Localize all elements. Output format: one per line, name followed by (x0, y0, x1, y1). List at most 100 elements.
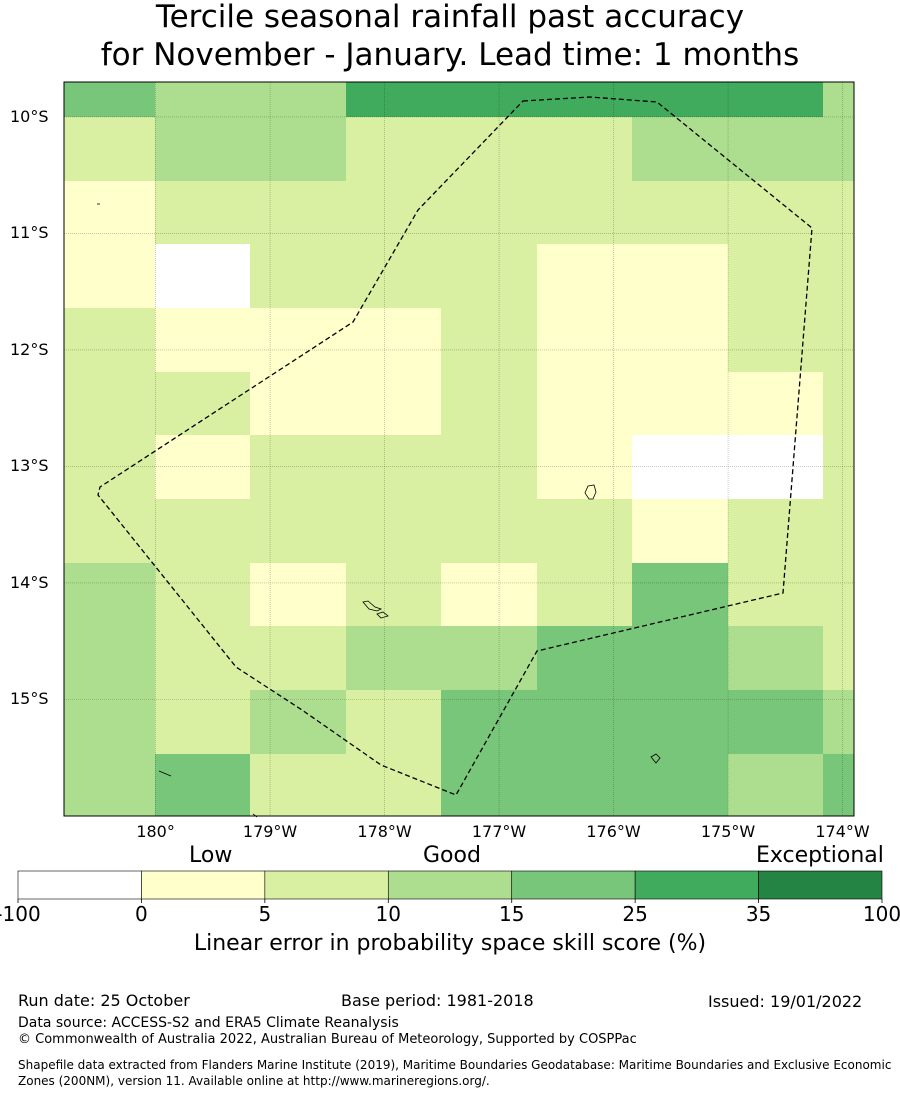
skill-cell (250, 626, 346, 690)
colorbar-bin (387, 870, 513, 900)
skill-cell (728, 117, 823, 181)
run-date: Run date: 25 October (18, 991, 190, 1010)
legend-word-low: Low (189, 843, 233, 868)
skill-cell (441, 563, 537, 626)
skill-cell (346, 626, 441, 690)
skill-cell (155, 308, 250, 372)
skill-cell (250, 82, 346, 117)
eez-boundary (97, 96, 813, 796)
skill-cell (728, 308, 823, 372)
skill-cell (155, 499, 250, 563)
skill-cell (537, 308, 632, 372)
chart-title-line-2: for November - January. Lead time: 1 mon… (100, 37, 800, 73)
skill-cell (346, 181, 441, 244)
longitude-tick-label: 176°W (586, 822, 641, 841)
colorbar-tick-label: 5 (258, 902, 272, 926)
skill-cell (632, 117, 728, 181)
skill-cell (155, 754, 250, 816)
skill-cell (632, 754, 728, 816)
skill-cell (728, 181, 823, 244)
skill-cell (728, 82, 823, 117)
colorbar-bin (141, 870, 266, 900)
skill-cell (632, 244, 728, 308)
skill-cell (346, 563, 441, 626)
skill-cell (537, 372, 632, 435)
skill-cell (64, 435, 155, 499)
skill-cell (823, 499, 854, 563)
skill-cell (632, 82, 728, 117)
skill-cell (632, 626, 728, 690)
skill-cell (823, 690, 854, 754)
longitude-tick-label: 179°W (242, 822, 298, 841)
skill-cell (537, 754, 632, 816)
skill-cell (823, 82, 854, 117)
island-outline (376, 611, 389, 619)
skill-cell (346, 82, 441, 117)
skill-cell (441, 435, 537, 499)
skill-cell (441, 82, 537, 117)
skill-cell (823, 626, 854, 690)
skill-cell (155, 244, 250, 308)
legend-word-exceptional: Exceptional (756, 843, 884, 868)
skill-cell (346, 435, 441, 499)
skill-cell (823, 435, 854, 499)
latitude-tick-label: 14°S (10, 572, 49, 592)
colorbar-tick-label: 35 (745, 902, 772, 926)
skill-cell (441, 181, 537, 244)
skill-cell (632, 372, 728, 435)
latitude-tick-label: 12°S (10, 339, 49, 359)
island-outline (362, 600, 383, 612)
skill-cell (346, 499, 441, 563)
skill-cell (64, 181, 155, 244)
skill-cell (728, 499, 823, 563)
skill-cell (728, 435, 823, 499)
longitude-tick-label: 174°W (815, 822, 870, 841)
longitude-tick-label: 180° (136, 822, 175, 841)
skill-cell (632, 308, 728, 372)
skill-cell (155, 435, 250, 499)
colorbar-bin (511, 870, 636, 900)
skill-cell (537, 181, 632, 244)
colorbar-tick-label: 10 (375, 902, 401, 926)
skill-cell (250, 435, 346, 499)
skill-cell (64, 626, 155, 690)
skill-cell (823, 308, 854, 372)
skill-cell (823, 117, 854, 181)
colorbar-bin (264, 870, 389, 900)
skill-cell (537, 82, 632, 117)
longitude-tick-label: 178°W (357, 822, 412, 841)
issued-date: Issued: 19/01/2022 (708, 992, 863, 1011)
skill-cell (346, 117, 441, 181)
colorbar-bin (17, 870, 142, 900)
skill-cell (346, 754, 441, 816)
skill-cell (250, 308, 346, 372)
skill-cell (155, 372, 250, 435)
skill-cell (155, 626, 250, 690)
latitude-tick-label: 10°S (10, 106, 49, 126)
longitude-tick-label: 177°W (471, 822, 527, 841)
skill-cell (64, 499, 155, 563)
skill-cell (441, 690, 537, 754)
skill-cell (441, 499, 537, 563)
skill-cell (537, 435, 632, 499)
colorbar-tick-label: 100 (862, 902, 900, 926)
latitude-tick-label: 15°S (10, 689, 49, 709)
colorbar-tick-label: 15 (498, 902, 525, 926)
colorbar-tick-label: 0 (135, 902, 148, 926)
latitude-tick-label: 11°S (10, 223, 49, 243)
skill-cell (64, 690, 155, 754)
skill-cell (728, 754, 823, 816)
skill-cell (823, 372, 854, 435)
skill-cell (632, 690, 728, 754)
skill-cell (155, 181, 250, 244)
data-source: Data source: ACCESS-S2 and ERA5 Climate … (18, 1015, 399, 1031)
skill-cell (346, 244, 441, 308)
skill-cell (632, 435, 728, 499)
island-outline (158, 770, 172, 777)
skill-cell (250, 117, 346, 181)
skill-cell (441, 754, 537, 816)
skill-cell (346, 308, 441, 372)
shapefile-credit: Shapefile data extracted from Flanders M… (18, 1058, 892, 1088)
island-outline (584, 484, 597, 500)
